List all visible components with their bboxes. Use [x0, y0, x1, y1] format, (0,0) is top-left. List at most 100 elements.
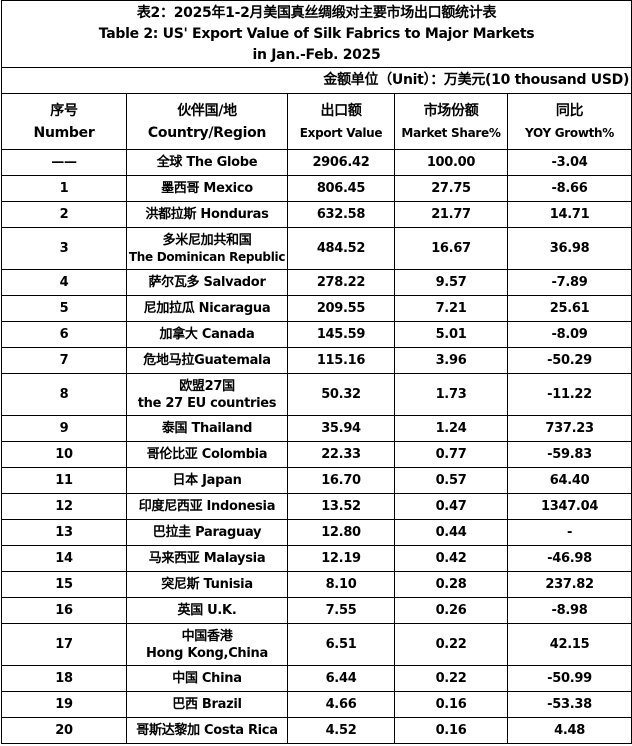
country-name: 多米尼加共和国 [162, 232, 252, 248]
unit-label: 金额单位（Unit）：万美元(10 thousand USD) [0, 67, 632, 94]
country-name: 英国 U.K. [177, 603, 237, 618]
row-export-value: 22.33 [287, 441, 395, 468]
row-number: 10 [1, 441, 127, 468]
title-en: Table 2: US' Export Value of Silk Fabric… [98, 25, 535, 42]
row-country: 加拿大 Canada [126, 321, 288, 348]
row-export-value: 278.22 [287, 269, 395, 296]
table-row: 9 泰国 Thailand 35.94 1.24 737.23 [1, 415, 632, 442]
row-export-value: 115.16 [287, 347, 395, 374]
row-country: 突尼斯 Tunisia [126, 571, 288, 598]
row-number: 7 [1, 347, 127, 374]
row-market-share: 0.16 [394, 691, 508, 718]
country-name-en: Hong Kong,China [146, 645, 268, 661]
table-row: 16 英国 U.K. 7.55 0.26 -8.98 [1, 597, 632, 624]
row-market-share: 100.00 [394, 149, 508, 176]
row-export-value: 50.32 [287, 373, 395, 416]
country-name: 突尼斯 Tunisia [161, 577, 253, 592]
country-name: 哥伦比亚 Colombia [146, 447, 268, 462]
row-country: 英国 U.K. [126, 597, 288, 624]
table-row: 1 墨西哥 Mexico 806.45 27.75 -8.66 [1, 175, 632, 202]
row-number: 18 [1, 665, 127, 692]
header-country: 伙伴国/地 Country/Region [126, 93, 288, 150]
row-export-value: 4.52 [287, 717, 395, 744]
header-en: Number [33, 124, 95, 141]
country-name-en: The Dominican Republic [128, 249, 286, 264]
row-yoy-growth: 14.71 [506, 201, 632, 228]
row-country: 欧盟27国 the 27 EU countries [126, 373, 288, 416]
row-market-share: 0.16 [394, 717, 508, 744]
country-name: 哥斯达黎加 Costa Rica [136, 723, 278, 738]
table-row: 3 多米尼加共和国 The Dominican Republic 484.52 16.6… [1, 227, 632, 270]
row-number: 4 [1, 269, 127, 296]
row-yoy-growth: -50.29 [506, 347, 632, 374]
table-row: —— 全球 The Globe 2906.42 100.00 -3.04 [1, 149, 632, 176]
row-export-value: 13.52 [287, 493, 395, 520]
row-yoy-growth: -7.89 [506, 269, 632, 296]
row-export-value: 6.44 [287, 665, 395, 692]
country-name: 马来西亚 Malaysia [148, 551, 266, 566]
table-row: 6 加拿大 Canada 145.59 5.01 -8.09 [1, 321, 632, 348]
row-number: 19 [1, 691, 127, 718]
table-title: 表2：2025年1-2月美国真丝绸缎对主要市场出口额统计表 Table 2: U… [0, 0, 632, 68]
header-export-value: 出口额 Export Value [287, 93, 395, 150]
row-market-share: 0.57 [394, 467, 508, 494]
header-en: Export Value [299, 125, 383, 140]
header-cn: 出口额 [320, 102, 362, 119]
row-market-share: 16.67 [394, 227, 508, 270]
header-en: YOY Growth% [525, 125, 615, 140]
row-market-share: 0.47 [394, 493, 508, 520]
row-country: 洪都拉斯 Honduras [126, 201, 288, 228]
row-yoy-growth: 42.15 [506, 623, 632, 666]
table-row: 19 巴西 Brazil 4.66 0.16 -53.38 [1, 691, 632, 718]
row-export-value: 2906.42 [287, 149, 395, 176]
row-market-share: 0.26 [394, 597, 508, 624]
country-name: 中国香港 [181, 628, 233, 644]
row-market-share: 1.73 [394, 373, 508, 416]
row-market-share: 0.22 [394, 623, 508, 666]
row-market-share: 0.22 [394, 665, 508, 692]
row-number: 9 [1, 415, 127, 442]
row-number: 15 [1, 571, 127, 598]
country-name: 中国 China [172, 671, 242, 686]
row-market-share: 1.24 [394, 415, 508, 442]
header-cn: 伙伴国/地 [177, 102, 237, 119]
row-country: 日本 Japan [126, 467, 288, 494]
row-number: 20 [1, 717, 127, 744]
row-number: 6 [1, 321, 127, 348]
row-export-value: 4.66 [287, 691, 395, 718]
row-export-value: 6.51 [287, 623, 395, 666]
row-export-value: 7.55 [287, 597, 395, 624]
row-country: 印度尼西亚 Indonesia [126, 493, 288, 520]
table-row: 4 萨尔瓦多 Salvador 278.22 9.57 -7.89 [1, 269, 632, 296]
row-yoy-growth: -59.83 [506, 441, 632, 468]
row-number: 16 [1, 597, 127, 624]
row-yoy-growth: -11.22 [506, 373, 632, 416]
row-yoy-growth: -50.99 [506, 665, 632, 692]
row-country: 巴拉圭 Paraguay [126, 519, 288, 546]
row-yoy-growth: 1347.04 [506, 493, 632, 520]
row-country: 泰国 Thailand [126, 415, 288, 442]
table-row: 18 中国 China 6.44 0.22 -50.99 [1, 665, 632, 692]
table-row: 7 危地马拉Guatemala 115.16 3.96 -50.29 [1, 347, 632, 374]
header-cn: 序号 [50, 102, 78, 119]
row-yoy-growth: 25.61 [506, 295, 632, 322]
table-row: 10 哥伦比亚 Colombia 22.33 0.77 -59.83 [1, 441, 632, 468]
row-yoy-growth: 237.82 [506, 571, 632, 598]
row-yoy-growth: 36.98 [506, 227, 632, 270]
row-yoy-growth: -46.98 [506, 545, 632, 572]
country-name: 巴拉圭 Paraguay [152, 525, 262, 540]
row-country: 尼加拉瓜 Nicaragua [126, 295, 288, 322]
table-row: 14 马来西亚 Malaysia 12.19 0.42 -46.98 [1, 545, 632, 572]
table-row: 17 中国香港 Hong Kong,China 6.51 0.22 42.15 [1, 623, 632, 666]
row-market-share: 0.77 [394, 441, 508, 468]
header-yoy: 同比 YOY Growth% [506, 93, 632, 150]
row-country: 巴西 Brazil [126, 691, 288, 718]
country-name: 印度尼西亚 Indonesia [138, 499, 276, 514]
row-country: 多米尼加共和国 The Dominican Republic [126, 227, 288, 270]
country-name: 尼加拉瓜 Nicaragua [143, 301, 271, 316]
row-country: 中国 China [126, 665, 288, 692]
row-country: 马来西亚 Malaysia [126, 545, 288, 572]
row-export-value: 145.59 [287, 321, 395, 348]
row-yoy-growth: 4.48 [506, 717, 632, 744]
row-export-value: 12.19 [287, 545, 395, 572]
